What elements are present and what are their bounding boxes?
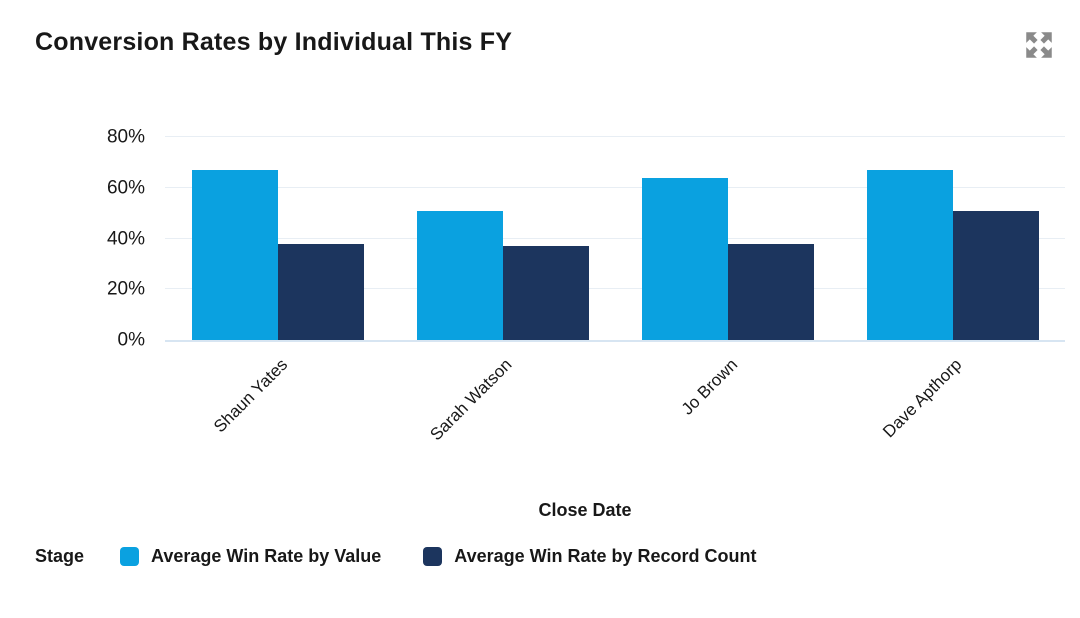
- legend-label: Average Win Rate by Value: [151, 546, 382, 566]
- x-category-label: Jo Brown: [677, 355, 741, 419]
- legend-title: Stage: [35, 546, 85, 566]
- legend-items: Average Win Rate by Value Average Win Rat…: [120, 546, 757, 567]
- gridline: [165, 186, 1065, 188]
- bar-group: [840, 137, 1065, 340]
- chart-title: Conversion Rates by Individual This FY: [35, 28, 513, 56]
- bar[interactable]: [727, 243, 814, 340]
- x-category-label: Shaun Yates: [209, 355, 291, 437]
- expand-button[interactable]: [1020, 26, 1058, 64]
- x-axis-labels: Shaun Yates Sarah Watson Jo Brown Dave Apth…: [165, 341, 1065, 471]
- y-tick-label: 80%: [106, 126, 145, 148]
- bar-group: [615, 137, 840, 340]
- bar[interactable]: [952, 210, 1039, 340]
- bar-group: [165, 137, 390, 340]
- gridline: [165, 288, 1065, 290]
- bar[interactable]: [416, 210, 503, 340]
- x-category-label: Dave Apthorp: [879, 355, 966, 442]
- bar[interactable]: [502, 246, 589, 340]
- legend-item: Average Win Rate by Value: [120, 546, 381, 567]
- y-tick-label: 20%: [106, 278, 145, 300]
- bar[interactable]: [191, 170, 278, 340]
- legend-swatch: [423, 547, 443, 566]
- bar[interactable]: [277, 243, 364, 340]
- legend-swatch: [120, 547, 140, 566]
- plot-area: [165, 136, 1065, 342]
- gridline: [165, 237, 1065, 239]
- y-tick-label: 0%: [117, 329, 145, 351]
- expand-icon: [1026, 32, 1052, 58]
- legend-item: Average Win Rate by Record Count: [423, 546, 757, 567]
- bar[interactable]: [641, 177, 728, 340]
- gridline: [165, 136, 1065, 137]
- x-category-label: Sarah Watson: [426, 355, 516, 445]
- legend-label: Average Win Rate by Record Count: [454, 546, 757, 566]
- bar[interactable]: [866, 170, 953, 340]
- x-axis-title: Close Date: [538, 500, 632, 520]
- y-tick-label: 60%: [106, 177, 145, 199]
- x-axis-line: [165, 340, 1065, 342]
- bar-group: [390, 137, 615, 340]
- legend: Stage Average Win Rate by Value Average W…: [35, 546, 757, 567]
- bar-groups: [165, 137, 1065, 340]
- y-tick-label: 40%: [106, 228, 145, 249]
- y-axis: 0% 20% 40% 60% 80%: [40, 128, 155, 350]
